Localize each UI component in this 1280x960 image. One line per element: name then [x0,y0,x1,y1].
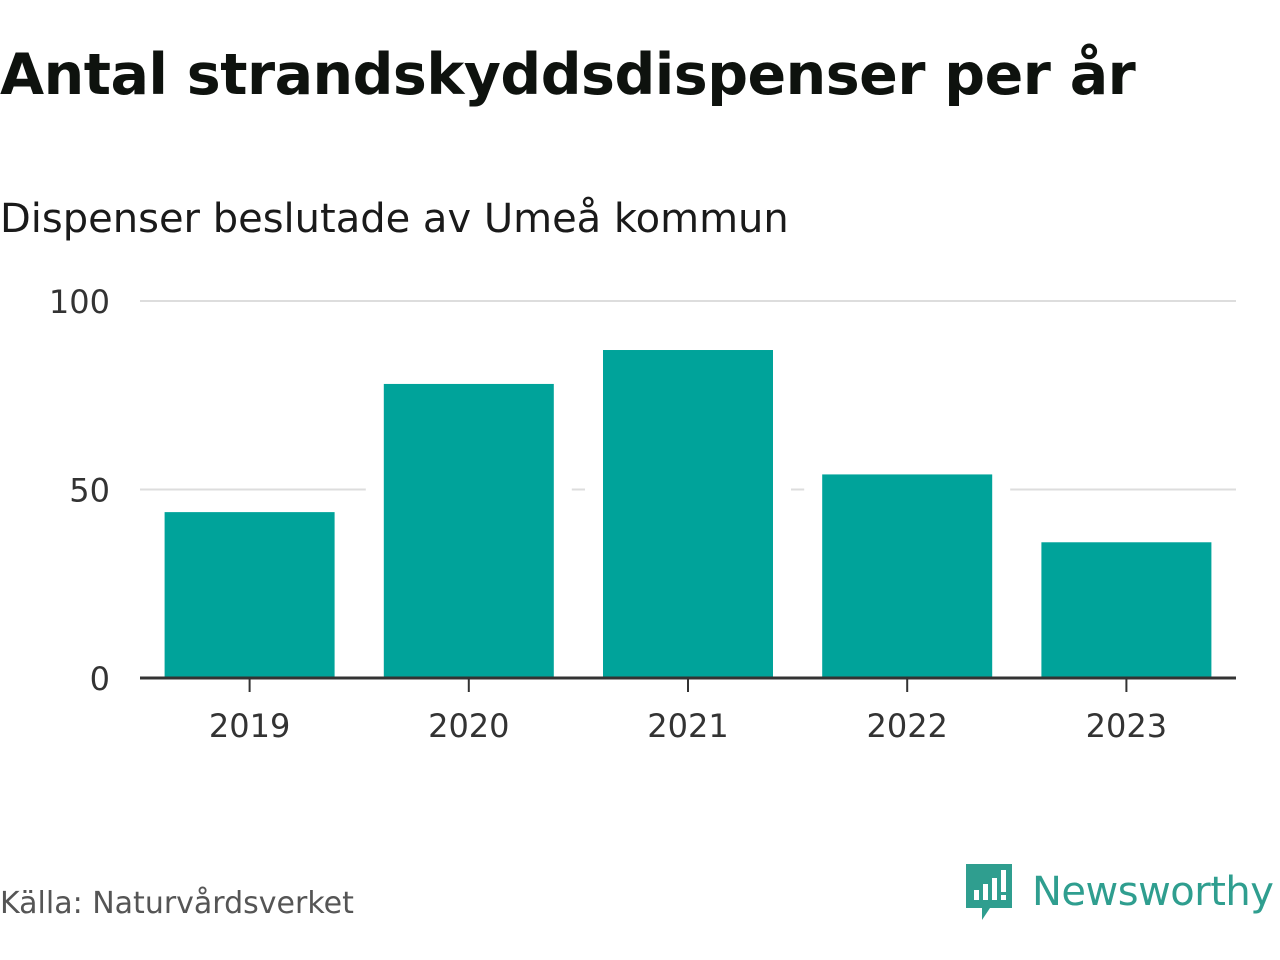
x-tick-label: 2021 [647,707,728,745]
bar-chart: 0 50 100 2019 2020 2021 2022 2023 [49,283,1236,745]
x-tick-label: 2023 [1086,707,1167,745]
newsworthy-brand[interactable]: Newsworthy [964,862,1274,922]
bar-2022 [822,474,993,678]
y-tick-label: 50 [69,472,110,510]
chart-subtitle: Dispenser beslutade av Umeå kommun [0,196,789,242]
newsworthy-logo-icon [966,864,1012,920]
x-tick-label: 2020 [428,707,509,745]
y-tick-label: 100 [49,283,110,321]
chart-title: Antal strandskyddsdispenser per år [0,42,1136,108]
bar-2021 [603,350,773,678]
bar-2019 [164,512,335,678]
bar-2020 [383,383,554,678]
brand-name: Newsworthy [1032,869,1274,915]
y-tick-label: 0 [90,660,110,698]
source-note: Källa: Naturvårdsverket [0,886,354,921]
bar-2023 [1041,542,1212,678]
x-tick-label: 2022 [866,707,947,745]
x-tick-label: 2019 [209,707,290,745]
